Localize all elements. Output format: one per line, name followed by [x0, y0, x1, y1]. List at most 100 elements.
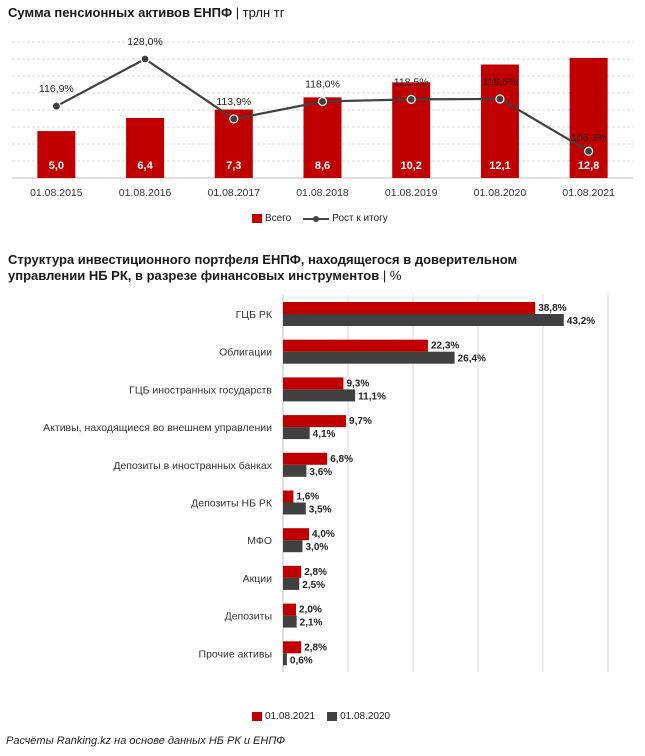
chart1-x-tick-label: 01.08.2019	[385, 187, 438, 199]
chart2-category-label: ГЦБ иностранных государств	[129, 384, 272, 396]
chart2-bar-2021-label: 6,8%	[330, 454, 353, 465]
legend-swatch-2021	[252, 712, 262, 721]
chart2-legend: 01.08.2021 01.08.2020	[252, 711, 402, 722]
chart1-bar	[37, 131, 76, 178]
legend-item-2020: 01.08.2020	[327, 711, 390, 722]
chart2-bar-2020	[283, 427, 310, 440]
chart1-bar-label: 8,6	[315, 160, 330, 172]
chart1-bar	[126, 117, 165, 178]
legend-item-growth: Рост к итогу	[303, 213, 388, 224]
chart2-bar-2020	[283, 464, 307, 477]
chart2-bar-2021-label: 38,8%	[538, 303, 566, 314]
chart1-bar	[480, 64, 519, 178]
chart1-growth-point	[495, 94, 505, 104]
chart2-bar-2021-label: 2,8%	[304, 642, 327, 653]
chart2-bar-2020-label: 2,1%	[300, 618, 323, 629]
chart1-growth-label: 118,0%	[305, 79, 340, 91]
chart2-bar-2021-label: 2,0%	[299, 605, 322, 616]
chart1-x-tick-label: 01.08.2016	[119, 187, 172, 199]
chart2-bar-2020-label: 4,1%	[313, 429, 336, 440]
legend-item-2021: 01.08.2021	[252, 711, 315, 722]
chart1-growth-label: 116,9%	[39, 83, 74, 95]
legend-swatch-growth	[303, 214, 330, 223]
chart1-svg: 5,0 01.08.2015 6,4 01.08.2016 7,3 01.08.2017 8…	[12, 36, 633, 199]
chart2-bar-2020	[283, 653, 287, 666]
chart2-bar-2021-label: 22,3%	[431, 341, 459, 352]
chart2-bar-2020-label: 3,0%	[306, 542, 329, 553]
chart1-growth-label: 118,5%	[394, 76, 429, 88]
chart1-growth-label: 128,0%	[127, 36, 163, 48]
chart2-title-line1: Структура инвестиционного портфеля ЕНПФ,…	[8, 252, 518, 267]
chart2-unit: | %	[382, 268, 402, 283]
chart1-x-tick-label: 01.08.2020	[474, 187, 527, 199]
chart2-bar-2021	[283, 339, 428, 352]
chart2-category-label: Депозиты	[225, 611, 272, 623]
chart2-bar-2021	[283, 415, 347, 428]
chart2-bar-2021-label: 9,3%	[346, 378, 369, 389]
chart2-category-label: Акции	[243, 573, 272, 585]
chart2-bar-2021-label: 4,0%	[312, 529, 335, 540]
chart2-bar-2021	[283, 641, 302, 654]
chart2-category-label: Активы, находящиеся во внешнем управлени…	[43, 422, 272, 434]
chart1-growth-point	[584, 146, 594, 156]
legend-item-total: Всего	[252, 213, 291, 224]
legend-swatch-total	[252, 214, 262, 223]
chart2-bar-2021	[283, 528, 309, 541]
chart1-growth-label: 113,9%	[216, 96, 251, 108]
chart2-bar-2021	[283, 452, 328, 465]
chart2-bar-2020-label: 3,5%	[309, 505, 332, 516]
chart1-bar-label: 12,8	[578, 160, 599, 172]
chart1-bar-label: 6,4	[137, 160, 153, 172]
chart1-bar	[569, 57, 608, 179]
chart1-x-tick-label: 01.08.2021	[562, 187, 615, 199]
chart2-bar-2020-label: 43,2%	[567, 316, 595, 327]
chart1-growth-point	[406, 94, 416, 104]
chart2-bar-2020	[283, 351, 455, 364]
chart1-growth-label: 118,6%	[483, 76, 518, 88]
chart1-growth-point	[140, 54, 150, 64]
chart2-category-label: Облигации	[219, 347, 272, 359]
chart1-bar-label: 7,3	[226, 160, 241, 172]
chart2-bar-2020-label: 26,4%	[458, 354, 486, 365]
chart2-bar-2020	[283, 577, 300, 590]
chart1-x-tick-label: 01.08.2015	[30, 187, 83, 199]
chart2-bar-2020-label: 11,1%	[358, 391, 386, 402]
legend-label-2021: 01.08.2021	[265, 711, 316, 722]
chart1-unit: | трлн тг	[235, 5, 285, 20]
chart2-category-label: МФО	[247, 535, 272, 547]
chart2-category-label: Депозиты в иностранных банках	[113, 460, 272, 472]
chart1-title-text: Сумма пенсионных активов ЕНПФ	[8, 5, 233, 20]
chart2-title: Структура инвестиционного портфеля ЕНПФ,…	[8, 252, 568, 284]
chart2-bar-2021-label: 2,8%	[304, 567, 327, 578]
chart2-category-label: ГЦБ РК	[236, 309, 273, 321]
chart1-growth-point	[229, 114, 239, 124]
chart2-bar-2021	[283, 377, 344, 390]
chart2-bar-2021	[283, 302, 536, 314]
chart2-bar-2020	[283, 314, 564, 326]
chart2-bar-2020-label: 3,6%	[309, 467, 332, 478]
legend-label-growth: Рост к итогу	[332, 213, 388, 224]
chart2-category-label: Депозиты НБ РК	[191, 498, 273, 510]
legend-swatch-2020	[327, 712, 338, 721]
chart2-bar-2020-label: 2,5%	[302, 580, 325, 591]
chart2-bar-2021-label: 9,7%	[349, 416, 372, 427]
chart2-bar-2021-label: 1,6%	[296, 492, 319, 503]
chart1-bar	[303, 97, 342, 178]
footer-source: Расчёты Ranking.kz на основе данных НБ Р…	[6, 735, 286, 747]
chart2-title-line2: управлении НБ РК, в разрезе финансовых и…	[8, 268, 380, 283]
chart2-bar-2021	[283, 565, 302, 578]
legend-label-total: Всего	[265, 213, 292, 224]
chart1-x-tick-label: 01.08.2018	[296, 187, 349, 199]
chart2-bar-2020	[283, 389, 356, 402]
chart2-bar-2020-label: 0,6%	[290, 655, 313, 666]
chart1-legend: Всего Рост к итогу	[252, 213, 400, 224]
chart1-bar-label: 12,1	[489, 160, 510, 172]
chart2-bar-2021	[283, 603, 296, 616]
chart1-growth-point	[51, 101, 61, 111]
chart1-x-tick-label: 01.08.2017	[208, 187, 261, 199]
chart2-bar-2020	[283, 540, 303, 553]
chart1-bar-label: 10,2	[401, 160, 422, 172]
chart1-bar-label: 5,0	[49, 160, 64, 172]
chart2-category-label: Прочие активы	[199, 648, 272, 660]
chart2-bar-2020	[283, 502, 306, 515]
